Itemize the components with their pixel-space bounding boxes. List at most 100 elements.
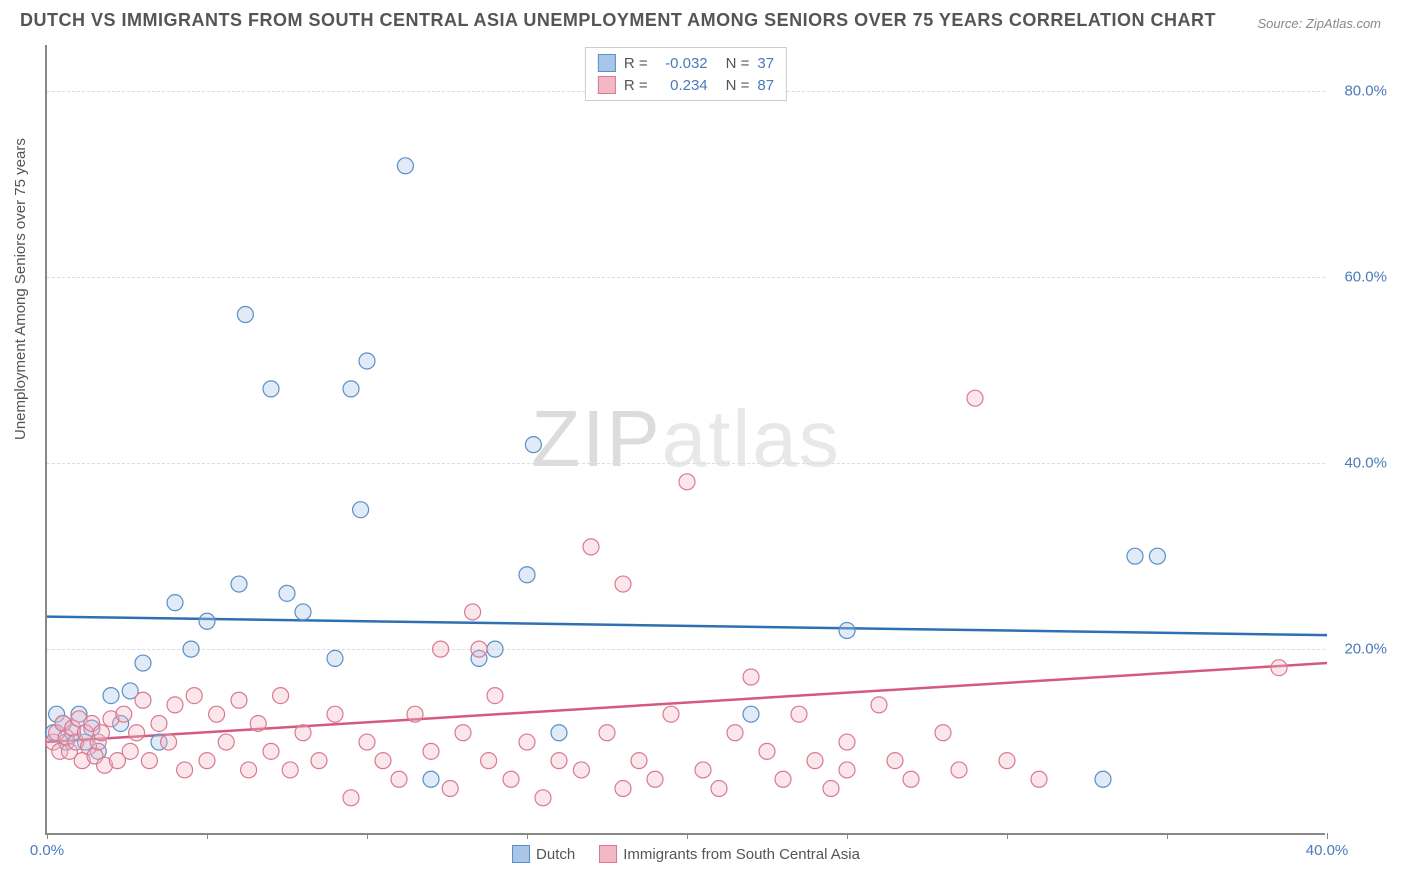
point-immigrants-from-south-central-asia [177, 762, 193, 778]
legend-series: Dutch Immigrants from South Central Asia [512, 845, 860, 863]
xtick-mark [687, 833, 688, 839]
point-immigrants-from-south-central-asia [122, 743, 138, 759]
point-immigrants-from-south-central-asia [141, 753, 157, 769]
legend-correlation: R =-0.032N =37R =0.234N =87 [585, 47, 787, 101]
point-immigrants-from-south-central-asia [535, 790, 551, 806]
point-immigrants-from-south-central-asia [481, 753, 497, 769]
point-immigrants-from-south-central-asia [218, 734, 234, 750]
point-immigrants-from-south-central-asia [135, 692, 151, 708]
point-immigrants-from-south-central-asia [231, 692, 247, 708]
point-immigrants-from-south-central-asia [679, 474, 695, 490]
point-immigrants-from-south-central-asia [951, 762, 967, 778]
point-immigrants-from-south-central-asia [423, 743, 439, 759]
point-immigrants-from-south-central-asia [503, 771, 519, 787]
plot-area: ZIPatlas 20.0%40.0%60.0%80.0%0.0%40.0% R… [45, 45, 1325, 835]
point-dutch [1149, 548, 1165, 564]
point-dutch [135, 655, 151, 671]
point-immigrants-from-south-central-asia [615, 781, 631, 797]
point-immigrants-from-south-central-asia [129, 725, 145, 741]
point-immigrants-from-south-central-asia [807, 753, 823, 769]
point-immigrants-from-south-central-asia [519, 734, 535, 750]
point-immigrants-from-south-central-asia [263, 743, 279, 759]
point-immigrants-from-south-central-asia [631, 753, 647, 769]
point-immigrants-from-south-central-asia [250, 715, 266, 731]
legend-swatch [598, 76, 616, 94]
point-dutch [279, 585, 295, 601]
source-label: Source: ZipAtlas.com [1257, 16, 1381, 31]
legend-swatch [598, 54, 616, 72]
xtick-mark [1167, 833, 1168, 839]
legend-series-item: Immigrants from South Central Asia [599, 845, 860, 863]
y-axis-label: Unemployment Among Seniors over 75 years [12, 138, 29, 440]
point-dutch [397, 158, 413, 174]
point-immigrants-from-south-central-asia [615, 576, 631, 592]
point-dutch [263, 381, 279, 397]
point-immigrants-from-south-central-asia [775, 771, 791, 787]
point-immigrants-from-south-central-asia [455, 725, 471, 741]
xtick-label: 40.0% [1306, 842, 1349, 859]
point-immigrants-from-south-central-asia [375, 753, 391, 769]
legend-n-value: 87 [757, 77, 774, 94]
point-immigrants-from-south-central-asia [433, 641, 449, 657]
legend-corr-row: R =-0.032N =37 [598, 52, 774, 74]
point-immigrants-from-south-central-asia [209, 706, 225, 722]
point-dutch [519, 567, 535, 583]
point-immigrants-from-south-central-asia [871, 697, 887, 713]
point-dutch [743, 706, 759, 722]
ytick-label: 40.0% [1332, 455, 1387, 472]
xtick-mark [527, 833, 528, 839]
point-immigrants-from-south-central-asia [116, 706, 132, 722]
point-immigrants-from-south-central-asia [295, 725, 311, 741]
point-dutch [1127, 548, 1143, 564]
legend-series-label: Immigrants from South Central Asia [623, 846, 860, 863]
legend-n-label: N = [726, 55, 750, 72]
point-immigrants-from-south-central-asia [695, 762, 711, 778]
xtick-mark [47, 833, 48, 839]
legend-corr-row: R =0.234N =87 [598, 74, 774, 96]
point-immigrants-from-south-central-asia [442, 781, 458, 797]
point-dutch [327, 650, 343, 666]
point-immigrants-from-south-central-asia [711, 781, 727, 797]
legend-swatch [512, 845, 530, 863]
point-immigrants-from-south-central-asia [583, 539, 599, 555]
point-immigrants-from-south-central-asia [161, 734, 177, 750]
point-immigrants-from-south-central-asia [359, 734, 375, 750]
point-immigrants-from-south-central-asia [999, 753, 1015, 769]
point-immigrants-from-south-central-asia [647, 771, 663, 787]
point-immigrants-from-south-central-asia [167, 697, 183, 713]
point-immigrants-from-south-central-asia [282, 762, 298, 778]
legend-r-value: 0.234 [656, 77, 708, 94]
point-immigrants-from-south-central-asia [839, 762, 855, 778]
xtick-mark [207, 833, 208, 839]
ytick-label: 80.0% [1332, 83, 1387, 100]
point-immigrants-from-south-central-asia [186, 688, 202, 704]
point-immigrants-from-south-central-asia [273, 688, 289, 704]
legend-series-label: Dutch [536, 846, 575, 863]
point-immigrants-from-south-central-asia [343, 790, 359, 806]
point-dutch [183, 641, 199, 657]
point-dutch [839, 623, 855, 639]
point-immigrants-from-south-central-asia [599, 725, 615, 741]
point-dutch [359, 353, 375, 369]
scatter-points [47, 45, 1325, 833]
point-immigrants-from-south-central-asia [573, 762, 589, 778]
point-dutch [487, 641, 503, 657]
point-immigrants-from-south-central-asia [935, 725, 951, 741]
legend-swatch [599, 845, 617, 863]
point-immigrants-from-south-central-asia [551, 753, 567, 769]
chart-title: DUTCH VS IMMIGRANTS FROM SOUTH CENTRAL A… [20, 10, 1216, 31]
point-immigrants-from-south-central-asia [311, 753, 327, 769]
point-dutch [343, 381, 359, 397]
point-dutch [237, 307, 253, 323]
ytick-label: 20.0% [1332, 641, 1387, 658]
point-immigrants-from-south-central-asia [759, 743, 775, 759]
legend-series-item: Dutch [512, 845, 575, 863]
point-dutch [231, 576, 247, 592]
point-immigrants-from-south-central-asia [791, 706, 807, 722]
point-immigrants-from-south-central-asia [465, 604, 481, 620]
xtick-mark [1327, 833, 1328, 839]
point-immigrants-from-south-central-asia [327, 706, 343, 722]
point-immigrants-from-south-central-asia [663, 706, 679, 722]
legend-n-value: 37 [757, 55, 774, 72]
point-dutch [295, 604, 311, 620]
